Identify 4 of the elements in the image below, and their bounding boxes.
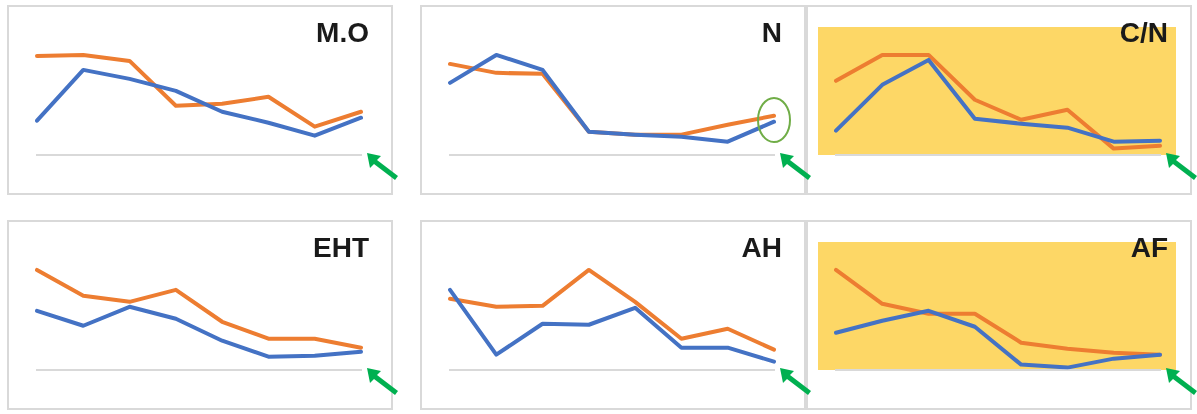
chart-title: EHT [313, 232, 369, 263]
chart-title: N [761, 17, 782, 48]
chart-title: AH [741, 232, 782, 263]
chart-title: M.O [316, 17, 369, 48]
